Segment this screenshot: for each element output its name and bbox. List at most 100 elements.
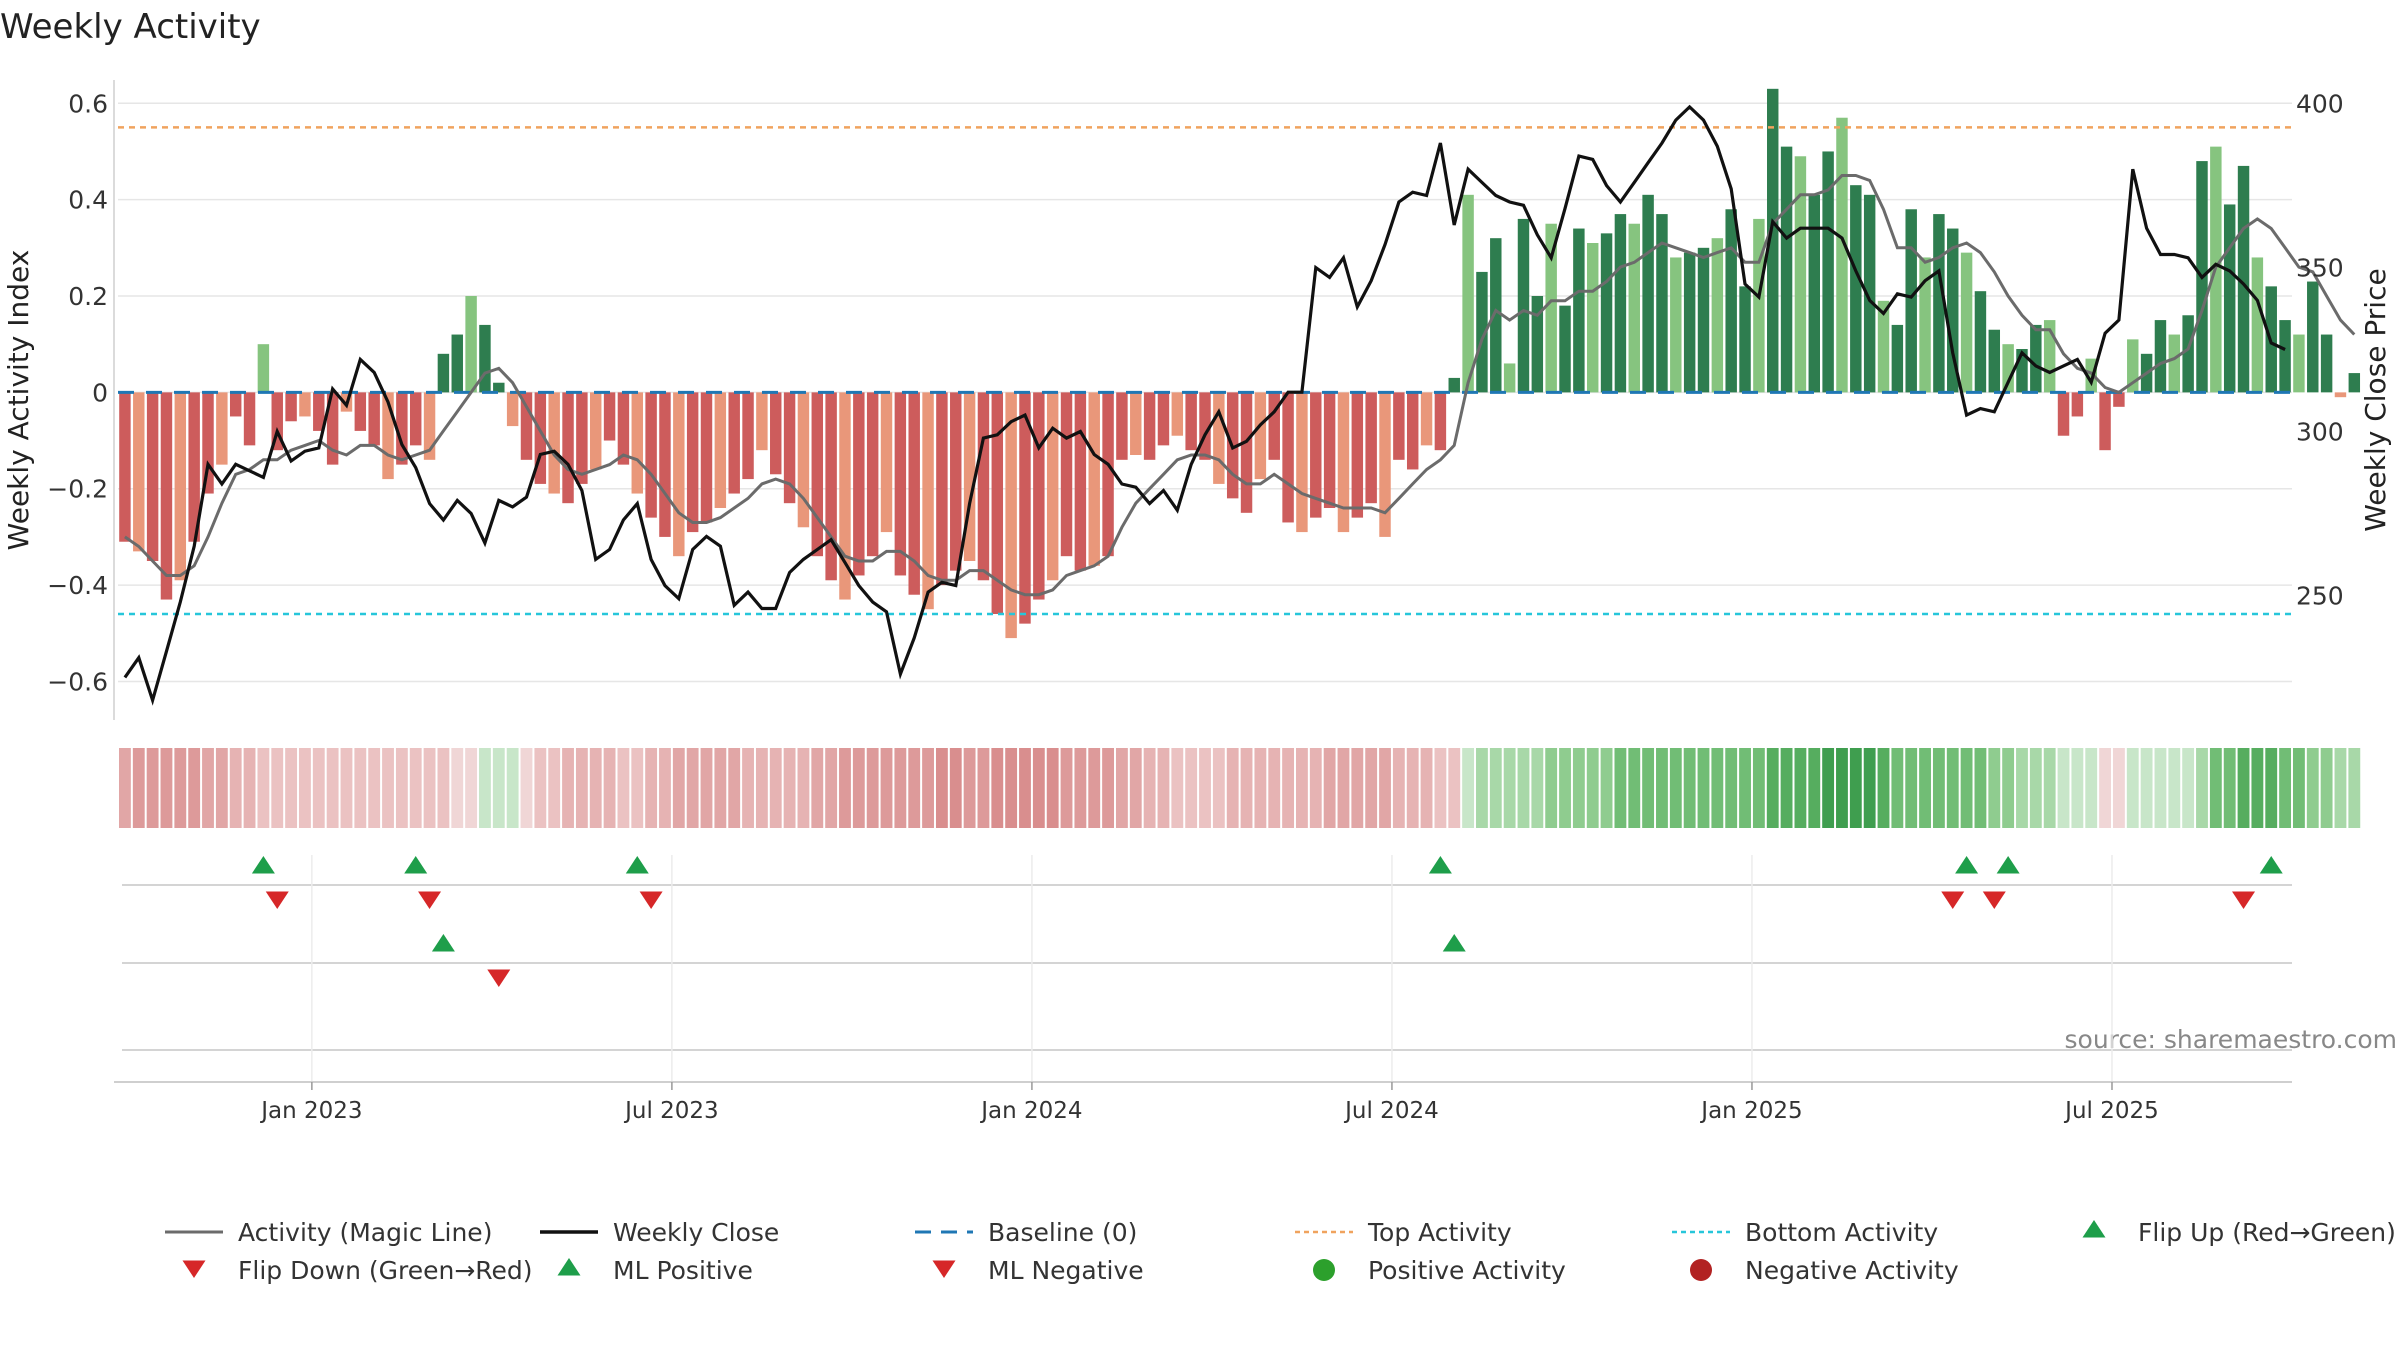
activity-bar [770, 392, 782, 475]
heat-cell [742, 748, 754, 828]
activity-bar [1739, 286, 1751, 393]
activity-bar [825, 392, 837, 581]
activity-bar [1614, 214, 1627, 393]
activity-bar [2057, 392, 2070, 436]
heat-cell [1794, 748, 1807, 828]
activity-bar [1157, 392, 1170, 446]
activity-bar [313, 392, 325, 431]
heat-cell [1531, 748, 1544, 828]
heat-cell [617, 748, 630, 828]
activity-bar [1808, 194, 1820, 393]
activity-bar [811, 392, 824, 557]
heat-cell [299, 748, 311, 828]
heat-cell [132, 748, 145, 828]
heat-cell [852, 748, 865, 828]
heat-cell [575, 748, 588, 828]
activity-bar [1850, 185, 1862, 393]
ml-flip-down-marker [265, 891, 289, 909]
ml-flip-down-marker [1941, 891, 1965, 909]
heat-cell [631, 748, 644, 828]
activity-bar [1877, 300, 1890, 393]
heat-cell [2320, 748, 2333, 828]
activity-bar [271, 392, 283, 451]
activity-bar [1517, 218, 1530, 393]
activity-bar [216, 392, 228, 465]
x-tick-label: Jan 2023 [259, 1098, 362, 1124]
heat-cell [1434, 748, 1447, 828]
activity-bar [783, 392, 796, 504]
heat-cell [1725, 748, 1738, 828]
activity-bar [936, 392, 948, 586]
heat-cell [894, 748, 907, 828]
activity-flip-down-marker [487, 969, 511, 987]
activity-bar [493, 382, 505, 393]
activity-bar [617, 392, 630, 465]
weekly-close-series [123, 104, 2286, 706]
activity-bar [1974, 291, 1987, 393]
magic-line-series [124, 174, 2356, 597]
heat-cell [1822, 748, 1835, 828]
legend-item: ML Positive [557, 1256, 753, 1285]
legend-item: Baseline (0) [915, 1218, 1137, 1247]
legend-item: Top Activity [1295, 1218, 1512, 1247]
activity-bar [700, 392, 713, 523]
heat-cell [866, 748, 879, 828]
heat-cell [2057, 748, 2070, 828]
activity-bar [1988, 329, 2001, 393]
activity-bar [756, 392, 768, 451]
heat-cell [1420, 748, 1433, 828]
heat-cell [1739, 748, 1751, 828]
activity-bar [1393, 392, 1405, 460]
heat-cell [146, 748, 159, 828]
activity-bar [2085, 358, 2097, 393]
activity-bar [1780, 146, 1793, 393]
legend-item: Negative Activity [1690, 1256, 1959, 1285]
heat-cell [1060, 748, 1073, 828]
activity-bar [1282, 392, 1294, 523]
heat-cell [2085, 748, 2098, 828]
heat-cell [1572, 748, 1585, 828]
activity-bar [1822, 151, 1834, 393]
heat-cell [769, 748, 782, 828]
activity-bar [1767, 88, 1779, 393]
activity-bar [1573, 228, 1585, 393]
legend-flip-up-icon [2082, 1220, 2106, 1238]
legend-item: Weekly Close [540, 1218, 779, 1247]
activity-bar [2002, 344, 2014, 393]
activity-bar [2127, 339, 2139, 393]
y-tick-label: −0.2 [47, 475, 108, 504]
heat-cell [922, 748, 934, 828]
heat-cell [1046, 748, 1059, 828]
activity-bar [133, 392, 145, 552]
activity-bar [1586, 243, 1599, 393]
heat-cell [174, 748, 187, 828]
legend-item: Flip Up (Red→Green) [2082, 1218, 2396, 1247]
heat-cell [285, 748, 298, 828]
heat-cell [1115, 748, 1128, 828]
heat-cell [1642, 748, 1655, 828]
activity-bar [2320, 334, 2333, 393]
activity-bar [119, 392, 131, 542]
activity-bar [839, 392, 851, 600]
y-axis-label: Weekly Activity Index [2, 250, 35, 551]
heat-cell [811, 748, 824, 828]
y-tick-label: 0.2 [68, 282, 108, 311]
x-tick-label: Jan 2024 [979, 1098, 1082, 1124]
heat-cell [1545, 748, 1558, 828]
legend-label: ML Negative [988, 1256, 1144, 1285]
heat-cell [963, 748, 976, 828]
heat-cell [548, 748, 561, 828]
heat-cell [1697, 748, 1710, 828]
activity-bar [1185, 392, 1197, 451]
activity-bar [1462, 194, 1474, 393]
activity-bar [243, 392, 256, 446]
heat-cell [229, 748, 242, 828]
activity-bar [354, 392, 367, 431]
activity-bar [2182, 315, 2194, 393]
activity-bar [853, 392, 865, 576]
legend-item: Flip Down (Green→Red) [182, 1256, 533, 1285]
heat-cell [700, 748, 713, 828]
activity-bar [742, 392, 754, 480]
y2-tick-label: 250 [2296, 581, 2344, 610]
